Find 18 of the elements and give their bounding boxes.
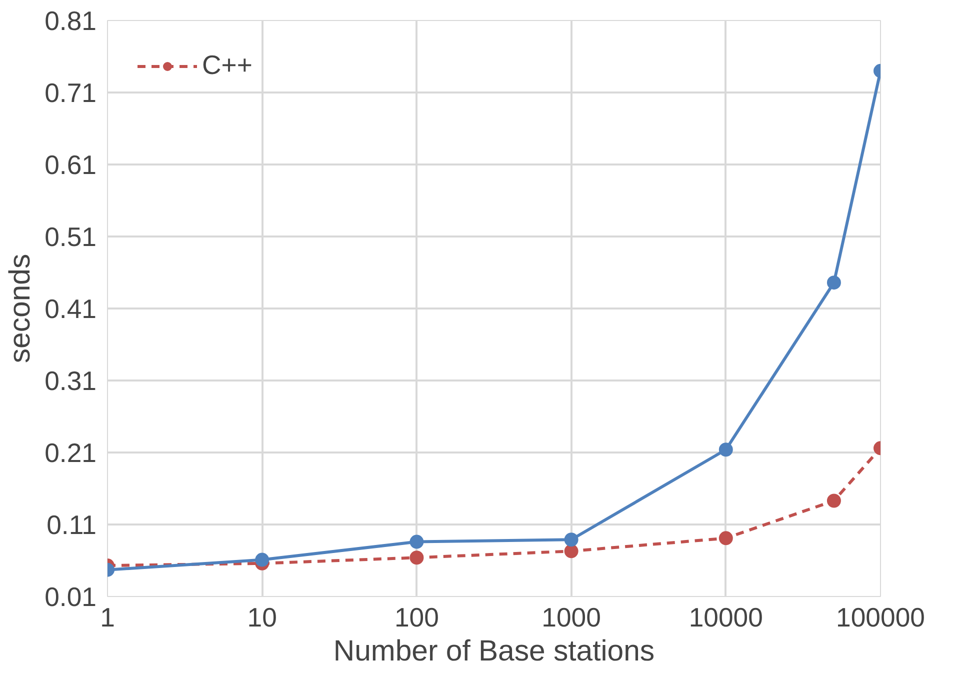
x-tick-label: 10000 [688, 602, 763, 632]
x-tick-label: 10 [247, 602, 277, 632]
y-tick-label: 0.21 [44, 438, 97, 468]
legend-label: C++ [202, 50, 252, 81]
x-tick-label: 1000 [542, 602, 601, 632]
x-tick-label: 100000 [836, 602, 925, 632]
y-tick-label: 0.41 [44, 294, 97, 324]
y-tick-label: 0.51 [44, 222, 97, 252]
y-tick-label: 0.11 [46, 510, 97, 540]
y-axis-title: seconds [4, 254, 37, 364]
y-tick-label: 0.01 [44, 582, 97, 612]
x-tick-label: 100 [394, 602, 439, 632]
x-tick-label: 1 [100, 602, 115, 632]
y-tick-label: 0.31 [44, 366, 97, 396]
y-tick-label: 0.71 [44, 78, 97, 108]
y-tick-label: 0.61 [44, 150, 97, 180]
x-axis-title: Number of Base stations [333, 634, 655, 668]
y-tick-label: 0.81 [44, 6, 97, 36]
